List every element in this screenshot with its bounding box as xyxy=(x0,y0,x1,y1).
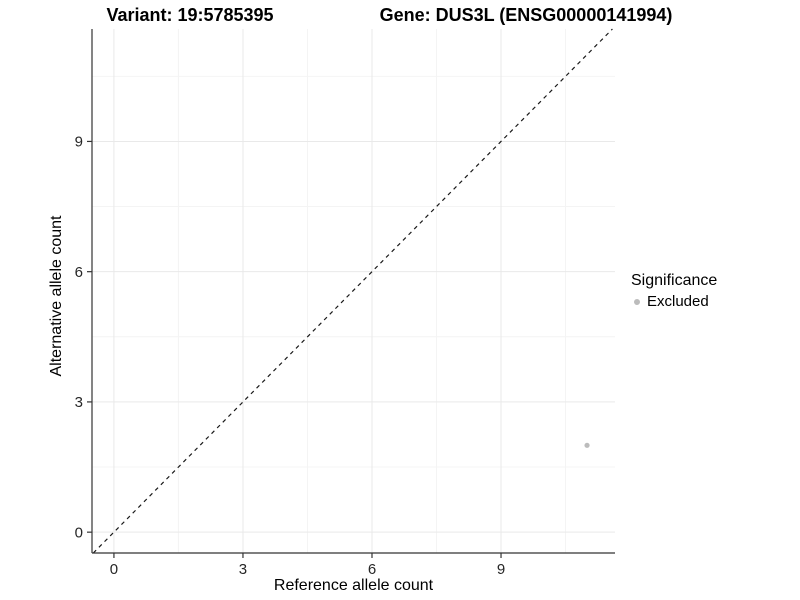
legend-item: Excluded xyxy=(631,293,717,310)
y-axis-title: Alternative allele count xyxy=(48,215,65,377)
y-tick-label: 9 xyxy=(75,134,83,151)
x-tick-label: 0 xyxy=(110,561,118,578)
y-tick-label: 6 xyxy=(75,264,83,281)
legend-item-label: Excluded xyxy=(647,293,709,310)
variant-title: Variant: 19:5785395 xyxy=(106,5,274,25)
x-tick-label: 6 xyxy=(368,561,376,578)
y-tick-label: 0 xyxy=(75,524,83,541)
identity-line xyxy=(92,28,613,554)
legend-key-dot-icon xyxy=(634,298,640,305)
x-tick-label: 9 xyxy=(497,561,505,578)
x-axis-title: Reference allele count xyxy=(273,577,434,594)
legend: Significance Excluded xyxy=(631,272,717,310)
gene-title: Gene: DUS3L (ENSG00000141994) xyxy=(379,5,673,25)
y-tick-label: 3 xyxy=(75,394,83,411)
data-point xyxy=(584,442,590,448)
legend-title: Significance xyxy=(631,272,718,289)
x-tick-label: 3 xyxy=(239,561,247,578)
